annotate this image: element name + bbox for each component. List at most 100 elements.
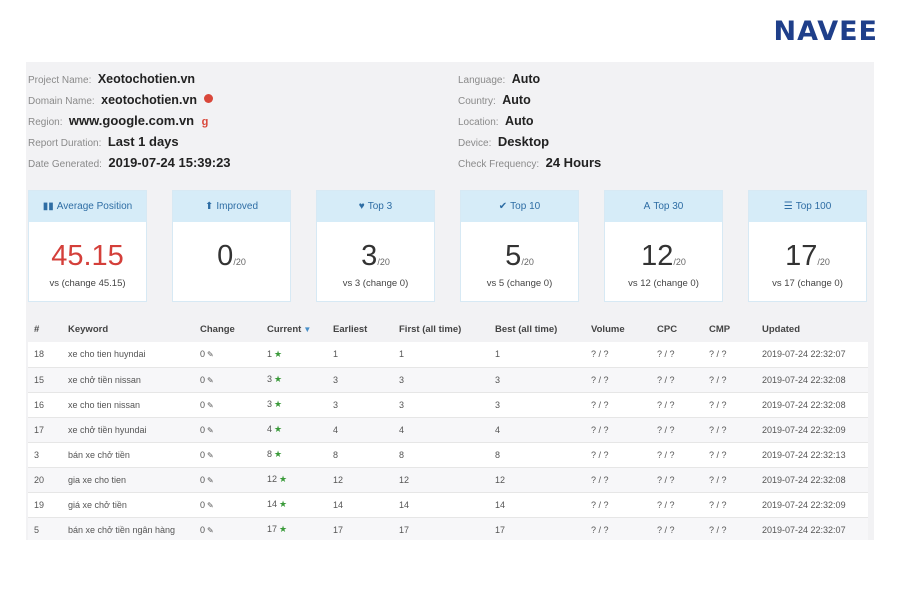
- info-value: xeotochotien.vn: [101, 93, 197, 107]
- cell-keyword-text: xe cho tien nissan: [68, 399, 141, 410]
- col-header-first[interactable]: First (all time): [399, 323, 462, 335]
- table-row[interactable]: 15 xe chở tiền nissan 0 ✎ 3 ★ 3 3 3? / ?? / ?? /…: [28, 367, 868, 393]
- col-header-cpc[interactable]: CPC: [657, 323, 678, 335]
- keyword-table: # Keyword Change Current ▼ Earliest First…: [28, 316, 868, 540]
- cell-current: 3 ★: [261, 392, 327, 418]
- cell-first-text: 17: [399, 524, 410, 535]
- cell-updated: 2019-07-24 22:32:08: [756, 392, 868, 418]
- cell-change: 0 ✎: [194, 417, 261, 443]
- col-header-cmp[interactable]: CMP: [709, 323, 731, 335]
- cell-updated-text: 2019-07-24 22:32:08: [762, 399, 846, 410]
- card-title: Top 30: [653, 201, 684, 212]
- card-main-value: 3: [361, 240, 378, 272]
- cell-cpc: ? / ?: [651, 392, 703, 418]
- cell-current: 1 ★: [261, 342, 327, 368]
- card-improved: ⬆ Improved 0/20: [172, 190, 291, 302]
- info-row-project-name: Project Name: Xeotochotien.vn: [28, 68, 231, 89]
- cell-earliest-text: 3: [333, 399, 339, 410]
- cell-index-text: 15: [34, 374, 45, 385]
- project-info: Project Name: Xeotochotien.vn Domain Nam…: [28, 68, 231, 173]
- card-value: 17/20: [749, 236, 866, 276]
- info-label: Domain Name:: [28, 96, 95, 107]
- card-value: 45.15: [29, 236, 146, 276]
- table-row[interactable]: 20 gia xe cho tien 0 ✎ 12 ★ 12 12 12? / ?? / ?? …: [28, 467, 868, 493]
- cell-updated: 2019-07-24 22:32:07: [756, 517, 868, 540]
- table-row[interactable]: 17 xe chở tiền hyundai 0 ✎ 4 ★ 4 4 4? / ?? / ?? …: [28, 417, 868, 443]
- cell-cpc-text: ? / ?: [657, 374, 675, 385]
- card-header: ⬆ Improved: [173, 191, 290, 222]
- cell-change: 0 ✎: [194, 492, 261, 518]
- cell-current: 4 ★: [261, 417, 327, 443]
- table-row[interactable]: 18 xe cho tien huyndai 0 ✎ 1 ★ 1 1 1? / ?? / ?? …: [28, 342, 868, 368]
- cell-current: 17 ★: [261, 517, 327, 540]
- cell-volume-text: ? / ?: [591, 499, 609, 510]
- cell-change-text: 0: [200, 349, 206, 360]
- star-icon: ★: [279, 474, 288, 484]
- summary-cards: ▮▮ Average Position 45.15 vs (change 45.1…: [28, 190, 868, 302]
- cell-cmp: ? / ?: [703, 367, 756, 393]
- cell-cpc-text: ? / ?: [657, 524, 675, 535]
- cell-first: 8: [393, 442, 489, 468]
- cell-first-text: 3: [399, 374, 405, 385]
- table-row[interactable]: 5 bán xe chở tiền ngân hàng 0 ✎ 17 ★ 17 17 17? /…: [28, 517, 868, 540]
- cell-updated-text: 2019-07-24 22:32:09: [762, 499, 846, 510]
- cell-index-text: 16: [34, 399, 45, 410]
- info-row-domain-name: Domain Name: xeotochotien.vn: [28, 89, 231, 110]
- card-title: Top 100: [795, 201, 832, 212]
- col-header-volume[interactable]: Volume: [591, 323, 625, 335]
- card-footer: vs 12 (change 0): [628, 278, 699, 289]
- cell-earliest-text: 14: [333, 499, 344, 510]
- cell-first-text: 14: [399, 499, 410, 510]
- cell-earliest: 8: [327, 442, 393, 468]
- external-link-icon[interactable]: [204, 94, 214, 104]
- cell-volume: ? / ?: [585, 517, 651, 540]
- cell-best: 3: [489, 367, 585, 393]
- card-main-value: 45.15: [51, 240, 124, 272]
- col-header-updated[interactable]: Updated: [762, 323, 800, 335]
- pin-icon: ✎: [207, 450, 214, 460]
- info-label: Location:: [458, 117, 499, 128]
- card-title: Top 10: [510, 201, 541, 212]
- arrow-up-icon: ⬆: [204, 201, 214, 212]
- cell-volume-text: ? / ?: [591, 524, 609, 535]
- cell-current-text: 3: [267, 374, 273, 384]
- card-header: ♥ Top 3: [317, 191, 434, 222]
- info-label: Device:: [458, 138, 492, 149]
- col-header-current[interactable]: Current ▼: [261, 316, 327, 342]
- pin-icon: ✎: [207, 475, 214, 485]
- table-row[interactable]: 16 xe cho tien nissan 0 ✎ 3 ★ 3 3 3? / ?? / ?? /…: [28, 392, 868, 418]
- cell-cmp: ? / ?: [703, 517, 756, 540]
- table-row[interactable]: 19 giá xe chở tiền 0 ✎ 14 ★ 14 14 14? / ?? / ?? …: [28, 492, 868, 518]
- cell-first-text: 12: [399, 474, 410, 485]
- col-header-keyword[interactable]: Keyword: [68, 323, 109, 335]
- card-value: 5/20: [461, 236, 578, 276]
- cell-earliest-text: 3: [333, 374, 339, 385]
- cell-change-text: 0: [200, 499, 206, 510]
- col-header-earliest[interactable]: Earliest: [333, 323, 368, 335]
- info-row-report-duration: Report Duration: Last 1 days: [28, 131, 231, 152]
- cell-best-text: 3: [495, 374, 501, 385]
- info-row-location: Location: Auto: [458, 110, 601, 131]
- cell-first: 3: [393, 367, 489, 393]
- cell-volume: ? / ?: [585, 417, 651, 443]
- col-header-index[interactable]: #: [34, 323, 40, 335]
- info-label: Country:: [458, 96, 496, 107]
- cell-first-text: 4: [399, 424, 405, 435]
- cell-current: 8 ★: [261, 442, 327, 468]
- cell-best-text: 3: [495, 399, 501, 410]
- cell-keyword-text: xe chở tiền nissan: [68, 374, 141, 385]
- cell-volume: ? / ?: [585, 492, 651, 518]
- table-row[interactable]: 3 bán xe chở tiền 0 ✎ 8 ★ 8 8 8? / ?? / ?? / ? 20…: [28, 442, 868, 468]
- col-header-best[interactable]: Best (all time): [495, 323, 558, 335]
- cell-index: 18: [28, 342, 62, 368]
- sort-icon[interactable]: ▼: [303, 324, 312, 334]
- cell-earliest-text: 4: [333, 424, 339, 435]
- card-top-10: ✔ Top 10 5/20 vs 5 (change 0): [460, 190, 579, 302]
- info-value: Auto: [502, 93, 531, 107]
- google-icon: g: [201, 116, 209, 128]
- cell-earliest: 4: [327, 417, 393, 443]
- cell-keyword: xe cho tien huyndai: [62, 342, 194, 368]
- col-header-change[interactable]: Change: [200, 323, 235, 335]
- cell-best: 17: [489, 517, 585, 540]
- card-footer: vs 5 (change 0): [486, 278, 553, 289]
